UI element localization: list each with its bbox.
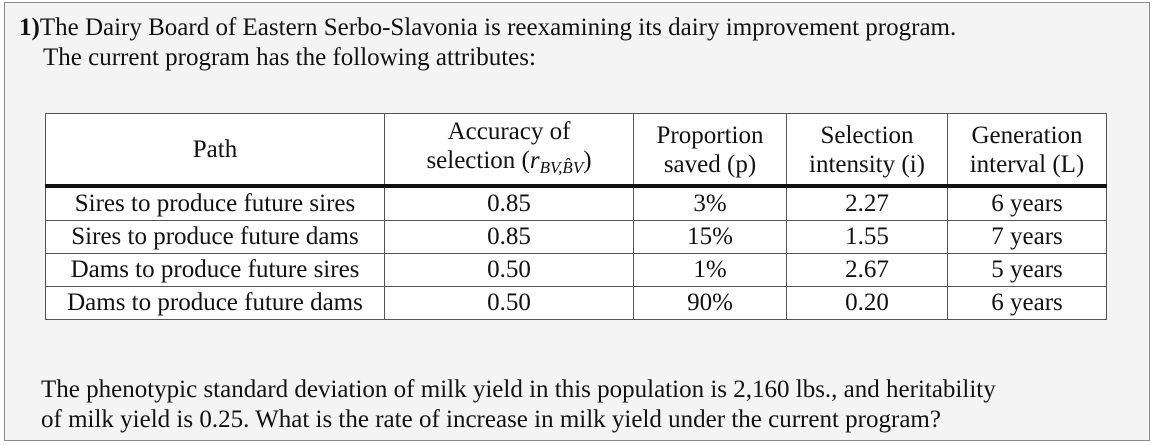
header-generation-line2: interval (L)	[969, 150, 1085, 178]
header-intensity: Selection intensity (i)	[786, 113, 948, 186]
cell-path: Dams to produce future dams	[45, 286, 385, 320]
cell-proportion: 3%	[633, 186, 787, 221]
cell-intensity: 0.20	[786, 286, 948, 320]
cell-intensity: 2.67	[786, 253, 948, 287]
header-proportion-line2: saved (p)	[663, 150, 757, 178]
header-accuracy-line1: Accuracy of	[447, 118, 571, 145]
question-text: The phenotypic standard deviation of mil…	[41, 375, 996, 435]
intro-line-2: The current program has the following at…	[43, 44, 536, 71]
problem-intro: 1)The Dairy Board of Eastern Serbo-Slavo…	[19, 13, 956, 73]
cell-path: Sires to produce future sires	[45, 186, 385, 221]
header-accuracy-line2: selection (rBV,B̂V)	[391, 146, 627, 182]
cell-proportion: 1%	[633, 253, 787, 287]
cell-accuracy: 0.85	[384, 220, 634, 254]
intro-text-1: The Dairy Board of Eastern Serbo-Slavoni…	[39, 14, 957, 41]
problem-number: 1)	[19, 14, 40, 41]
header-generation-line1: Generation	[971, 121, 1083, 149]
cell-interval: 6 years	[947, 286, 1107, 320]
header-intensity-line2: intensity (i)	[809, 150, 925, 178]
header-intensity-line1: Selection	[820, 121, 914, 149]
header-proportion-line1: Proportion	[656, 121, 764, 149]
accuracy-subscript: BV,B̂V	[539, 158, 584, 177]
cell-accuracy: 0.50	[384, 253, 634, 287]
header-proportion: Proportion saved (p)	[633, 113, 787, 186]
problem-card: 1)The Dairy Board of Eastern Serbo-Slavo…	[4, 2, 1150, 441]
intro-line-1: 1)The Dairy Board of Eastern Serbo-Slavo…	[19, 13, 956, 43]
cell-accuracy: 0.50	[384, 286, 634, 320]
table-row: Dams to produce future sires 0.50 1% 2.6…	[45, 253, 1107, 287]
cell-interval: 7 years	[947, 220, 1107, 254]
table-row: Sires to produce future dams 0.85 15% 1.…	[45, 220, 1107, 254]
cell-path: Dams to produce future sires	[45, 253, 385, 287]
accuracy-symbol: r	[529, 147, 540, 174]
question-line-1: The phenotypic standard deviation of mil…	[41, 376, 996, 403]
header-accuracy: Accuracy of selection (rBV,B̂V)	[384, 113, 634, 186]
header-accuracy-prefix: selection (	[426, 147, 530, 174]
attributes-table: Path Accuracy of selection (rBV,B̂V) Pro…	[45, 113, 1107, 320]
cell-accuracy: 0.85	[384, 186, 634, 221]
question-line-2: of milk yield is 0.25. What is the rate …	[41, 406, 941, 433]
cell-intensity: 1.55	[786, 220, 948, 254]
cell-intensity: 2.27	[786, 186, 948, 221]
table-row: Sires to produce future sires 0.85 3% 2.…	[45, 186, 1107, 221]
cell-proportion: 15%	[633, 220, 787, 254]
cell-interval: 5 years	[947, 253, 1107, 287]
cell-path: Sires to produce future dams	[45, 220, 385, 254]
cell-interval: 6 years	[947, 186, 1107, 221]
cell-proportion: 90%	[633, 286, 787, 320]
table-header-row: Path Accuracy of selection (rBV,B̂V) Pro…	[45, 113, 1107, 186]
table-row: Dams to produce future dams 0.50 90% 0.2…	[45, 286, 1107, 320]
header-generation: Generation interval (L)	[947, 113, 1107, 186]
header-accuracy-suffix: )	[583, 147, 592, 174]
header-path: Path	[45, 113, 385, 186]
